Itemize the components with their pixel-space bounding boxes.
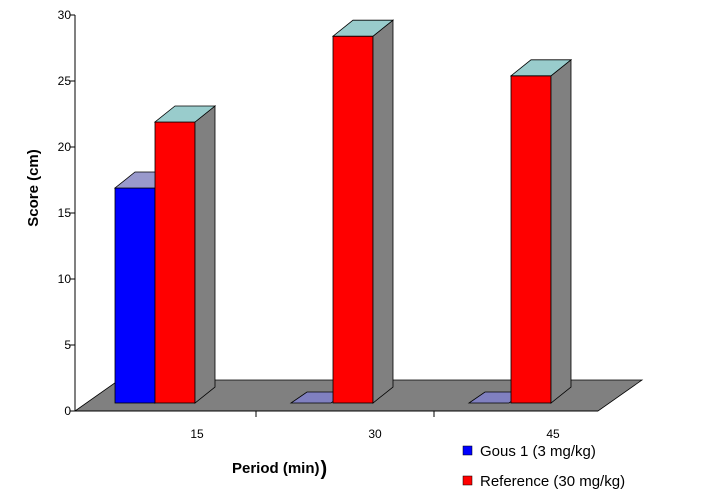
bar-top xyxy=(153,105,217,123)
bar-reference-45 xyxy=(509,58,573,404)
y-tick-label: 5 xyxy=(64,338,71,352)
bar-front xyxy=(510,75,552,404)
y-tick-label: 15 xyxy=(58,206,72,220)
x-tick-label: 15 xyxy=(190,427,204,441)
bar-front xyxy=(332,35,374,404)
bar-front xyxy=(114,187,156,404)
legend-label-gous: Gous 1 (3 mg/kg) xyxy=(480,443,596,460)
x-axis-title-text: Period (min) xyxy=(232,460,320,477)
bar-reference-30 xyxy=(331,19,395,404)
y-tick-label: 10 xyxy=(58,272,72,286)
chart-bar-layer xyxy=(113,19,573,404)
y-tick-label: 0 xyxy=(64,404,71,418)
x-tick-label: 45 xyxy=(546,427,560,441)
chart-axis-layer: 0 5 10 15 20 25 30 15 30 45 xyxy=(58,8,598,441)
bar-reference-15 xyxy=(153,105,217,404)
x-axis-title-paren: ) xyxy=(321,458,328,480)
y-tick-label: 20 xyxy=(58,140,72,154)
legend-swatch-gous xyxy=(462,445,473,456)
y-tick-label: 25 xyxy=(58,74,72,88)
legend-label-reference: Reference (30 mg/kg) xyxy=(480,473,625,490)
bar-side xyxy=(372,19,394,404)
bar-front xyxy=(154,121,196,404)
x-tick-label: 30 xyxy=(368,427,382,441)
bar-side xyxy=(550,58,572,404)
bar-top xyxy=(509,59,573,77)
bar-side xyxy=(194,105,216,404)
y-axis-title: Score (cm) xyxy=(25,149,42,227)
x-axis-title: Period (min)) xyxy=(232,458,327,480)
legend-swatch-reference xyxy=(462,475,473,486)
legend: Gous 1 (3 mg/kg) Reference (30 mg/kg) xyxy=(462,443,625,490)
bar-top xyxy=(331,19,395,37)
y-tick-label: 30 xyxy=(58,8,72,22)
